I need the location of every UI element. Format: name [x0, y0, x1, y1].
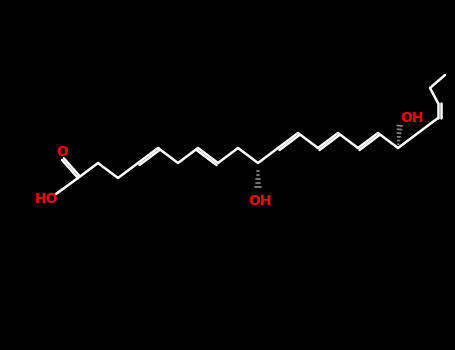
Text: OH: OH — [248, 194, 272, 208]
Text: O: O — [56, 145, 68, 159]
Text: OH: OH — [400, 111, 424, 125]
Text: HO: HO — [34, 192, 58, 206]
